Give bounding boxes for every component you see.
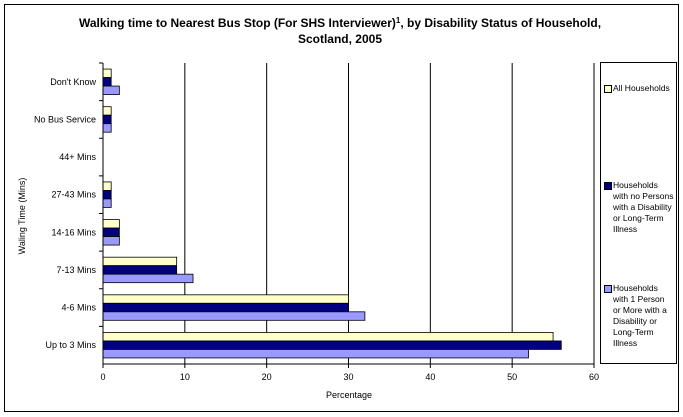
x-tick-label: 50 <box>507 372 517 382</box>
legend: All Households Households with no Person… <box>600 62 677 364</box>
bar <box>102 77 112 87</box>
y-tick-label: Up to 3 Mins <box>45 340 96 350</box>
bar <box>102 256 178 267</box>
bar <box>102 265 178 275</box>
bar <box>102 332 554 342</box>
bar <box>102 219 120 229</box>
legend-item-with-disability: Households with 1 Person or More with a … <box>604 283 674 349</box>
x-tick-label: 40 <box>425 372 435 382</box>
y-tick-label: 14-16 Mins <box>51 227 96 237</box>
bar <box>102 227 120 237</box>
legend-item-no-disability: Households with no Persons with a Disabi… <box>604 180 674 235</box>
y-tick-label: 4-6 Mins <box>61 303 96 313</box>
bar <box>102 349 529 359</box>
bar <box>102 68 112 78</box>
bar <box>102 190 112 200</box>
x-tick-label: 0 <box>100 372 105 382</box>
legend-label-with-disability: Households with 1 Person or More with a … <box>613 283 667 348</box>
y-tick-label: 44+ Mins <box>59 152 96 162</box>
legend-swatch-no-disability <box>604 182 612 190</box>
bar <box>102 236 120 246</box>
x-axis-title: Percentage <box>326 390 372 400</box>
x-tick-label: 60 <box>589 372 599 382</box>
legend-label-all-households: All Households <box>613 83 670 93</box>
bar <box>102 302 349 313</box>
bar <box>102 311 366 321</box>
legend-swatch-all-households <box>604 85 612 93</box>
legend-label-no-disability: Households with no Persons with a Disabi… <box>613 180 674 234</box>
x-tick-label: 30 <box>343 372 353 382</box>
bar <box>102 340 562 350</box>
y-tick-label: 27-43 Mins <box>51 190 96 200</box>
y-tick-label: 7-13 Mins <box>56 265 96 275</box>
y-tick-label: Don't Know <box>50 77 96 87</box>
bar <box>102 85 120 95</box>
legend-swatch-with-disability <box>604 285 612 293</box>
x-tick-label: 20 <box>262 372 272 382</box>
bar <box>102 294 349 304</box>
bar <box>102 114 112 125</box>
y-axis-title: Waling Time (Mins) <box>17 178 27 255</box>
y-tick-label: No Bus Service <box>34 114 96 124</box>
bar <box>102 181 112 191</box>
bar <box>102 198 112 208</box>
x-tick-label: 10 <box>180 372 190 382</box>
bar <box>102 123 112 133</box>
chart-title-line-1: Walking time to Nearest Bus Stop (For SH… <box>79 16 601 30</box>
bar <box>102 106 112 116</box>
legend-item-all-households: All Households <box>604 83 674 94</box>
plot-area: 0 10 20 30 40 50 60 Don't Know No Bus Service 44+… <box>34 62 599 382</box>
chart-title-line-2: Scotland, 2005 <box>298 32 382 46</box>
bar <box>102 273 194 284</box>
